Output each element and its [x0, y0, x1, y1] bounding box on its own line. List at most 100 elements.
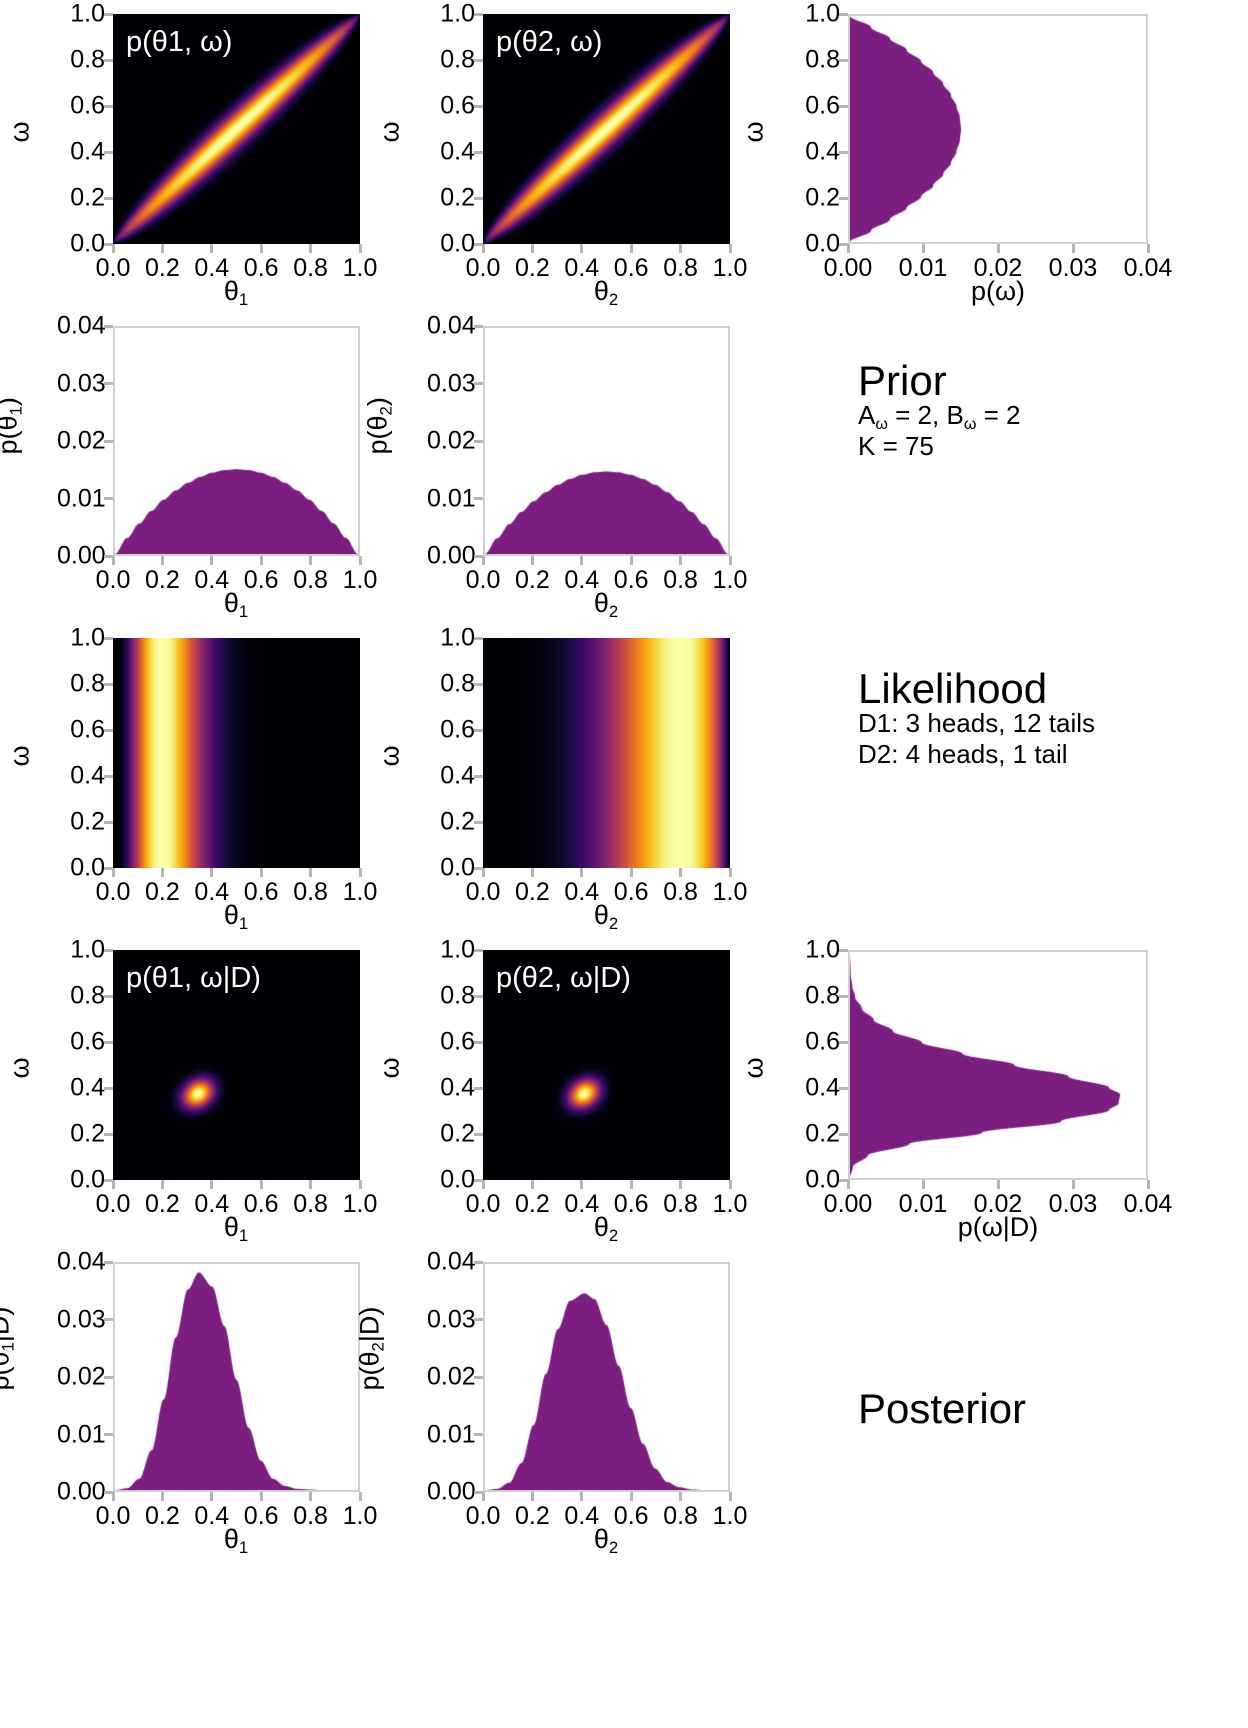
y-tick-label: 0.03: [427, 1305, 476, 1333]
y-tick-mark: [104, 1375, 113, 1379]
x-tick-mark: [358, 556, 362, 565]
area-canvas-posterior-marginal-theta1: [115, 1264, 358, 1490]
panel-joint-posterior-theta1: p(θ1, ω|D) ω θ1 0.0 0.2 0.4 0.6 0.8 1.0 0.0 0.2…: [0, 936, 400, 1248]
x-tick-mark: [629, 244, 633, 253]
x-tick-mark: [481, 1180, 485, 1189]
x-tick-mark: [160, 868, 164, 877]
x-tick-label: 0.8: [293, 878, 328, 906]
x-tick-mark: [728, 244, 732, 253]
y-tick-mark: [104, 682, 113, 686]
heatmap-canvas-likelihood-theta2: [483, 638, 730, 868]
panel-posterior-marginal-theta1: p(θ1|D) θ1 0.00 0.01 0.02 0.03 0.04 0.0 0.2 0.4…: [0, 1248, 400, 1560]
y-tick-label: 0.2: [805, 183, 840, 212]
x-tick-mark: [210, 1492, 214, 1501]
y-tick-label: 0.2: [70, 1119, 105, 1148]
plot-area-likelihood-theta2: [483, 638, 730, 868]
x-tick-label: 0.6: [243, 1190, 279, 1218]
x-tick-mark: [580, 1492, 584, 1501]
ylabel-omega: ω: [5, 115, 35, 143]
panel-joint-prior-theta2: p(θ2, ω) ω θ2 0.0 0.2 0.4 0.6 0.8 1.0 0.0 0.2 0.…: [370, 0, 770, 312]
y-tick-label: 0.4: [805, 137, 840, 166]
x-tick-label: 0.4: [564, 254, 600, 282]
y-tick-mark: [474, 1260, 483, 1264]
y-tick-label: 0.2: [440, 183, 475, 212]
plot-area-prior-marginal-theta1: [113, 326, 360, 556]
heatmap-canvas-joint-prior-theta1: [113, 14, 360, 244]
y-tick-mark: [474, 196, 483, 200]
x-tick-mark: [309, 868, 313, 877]
x-tick-label: 0.0: [465, 1502, 501, 1530]
area-canvas-posterior-marginal-theta2: [485, 1264, 728, 1490]
prior-heading: Prior: [858, 357, 947, 404]
x-tick-mark: [160, 1492, 164, 1501]
x-tick-label: 0.8: [293, 1502, 328, 1530]
y-tick-label: 1.0: [805, 935, 840, 964]
likelihood-data-line2: D2: 4 heads, 1 tail: [858, 738, 1068, 769]
ylabel-omega-6: ω: [4, 1051, 35, 1079]
y-tick-label: 0.4: [70, 137, 105, 166]
x-tick-label: 0.8: [293, 254, 328, 282]
x-tick-label: 0.0: [465, 878, 501, 906]
x-tick-mark: [358, 1180, 362, 1189]
y-tick-label: 0.2: [805, 1119, 840, 1148]
y-tick-mark: [839, 948, 848, 952]
area-canvas-posterior-marginal-omega: [850, 952, 1146, 1178]
y-tick-label: 0.00: [57, 1477, 106, 1506]
ylabel-omega-8: ω: [738, 1051, 769, 1079]
y-tick-mark: [104, 1178, 113, 1182]
x-tick-mark: [210, 868, 214, 877]
y-tick-label: 0.4: [440, 137, 475, 166]
x-tick-mark: [530, 244, 534, 253]
ylabel-omega-8-text: ω: [738, 1057, 769, 1079]
x-tick-mark: [160, 556, 164, 565]
x-tick-label: 0.2: [145, 566, 180, 594]
y-tick-label: 0.2: [440, 807, 475, 836]
x-tick-mark: [679, 1492, 683, 1501]
xlabel-theta1-row2: θ1: [223, 588, 249, 622]
y-tick-label: 0.00: [427, 541, 476, 570]
likelihood-data-line1: D1: 3 heads, 12 tails: [858, 708, 1096, 738]
x-tick-mark: [259, 1492, 263, 1501]
y-tick-mark: [474, 439, 483, 443]
y-tick-mark: [104, 948, 113, 952]
ylabel-p-theta1-D-text: p(θ1|D): [0, 1306, 18, 1391]
x-tick-mark: [530, 868, 534, 877]
x-tick-label: 0.0: [465, 566, 501, 594]
x-tick-mark: [728, 1180, 732, 1189]
x-tick-label: 0.6: [613, 1502, 649, 1530]
xlabel-theta1-row3: θ1: [223, 900, 249, 934]
ylabel-omega-6-text: ω: [4, 1057, 35, 1079]
ylabel-omega-4-text: ω: [4, 745, 35, 767]
x-tick-label: 0.4: [564, 878, 600, 906]
y-tick-mark: [474, 242, 483, 246]
heatmap-canvas-joint-posterior-theta1: [113, 950, 360, 1180]
x-tick-label: 0.6: [613, 878, 649, 906]
x-tick-mark: [846, 1180, 850, 1189]
x-tick-mark: [679, 868, 683, 877]
y-tick-mark: [839, 994, 848, 998]
x-tick-mark: [921, 1180, 925, 1189]
x-tick-label: 1.0: [712, 1502, 748, 1530]
y-tick-mark: [839, 1132, 848, 1136]
x-tick-mark: [530, 1492, 534, 1501]
plot-area-posterior-marginal-theta1: [113, 1262, 360, 1492]
x-tick-mark: [309, 1492, 313, 1501]
x-tick-mark: [580, 244, 584, 253]
x-tick-label: 0.0: [95, 254, 131, 282]
y-tick-label: 0.01: [427, 484, 476, 512]
x-tick-label: 0.2: [515, 878, 550, 906]
plot-area-posterior-marginal-theta2: [483, 1262, 730, 1492]
y-tick-label: 0.04: [57, 1247, 106, 1276]
y-tick-label: 0.0: [440, 1165, 475, 1194]
x-tick-mark: [358, 1492, 362, 1501]
y-tick-mark: [104, 439, 113, 443]
xlabel-theta1-row4: θ1: [223, 1212, 249, 1246]
y-tick-label: 0.8: [440, 45, 475, 74]
x-tick-label: 0.01: [898, 254, 948, 282]
y-tick-mark: [104, 1433, 113, 1436]
panel-posterior-marginal-theta2: p(θ2|D) θ2 0.00 0.01 0.02 0.03 0.04 0.0 0.2 0.4…: [355, 1248, 770, 1560]
ylabel-omega-7: ω: [375, 1051, 405, 1079]
x-tick-label: 0.6: [243, 1502, 279, 1530]
xlabel-theta2: θ2: [593, 276, 619, 310]
y-tick-mark: [104, 382, 113, 385]
